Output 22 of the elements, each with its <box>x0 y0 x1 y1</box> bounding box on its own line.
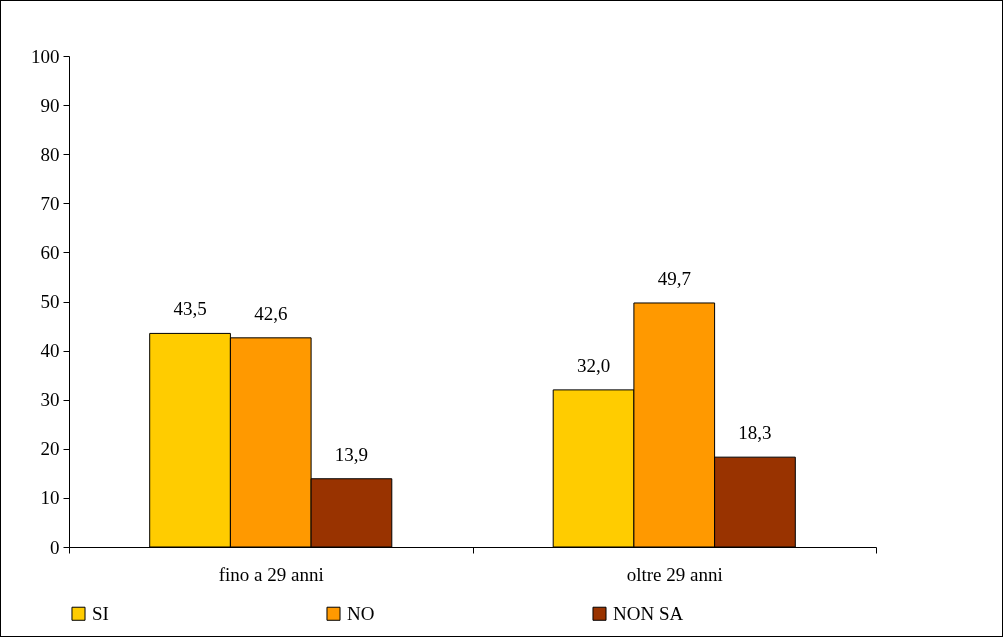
y-tick-label: 100 <box>31 45 60 67</box>
y-tick-label: 0 <box>50 536 60 558</box>
data-label: 43,5 <box>173 298 207 320</box>
legend-label: NON SA <box>613 602 684 624</box>
y-tick-label: 50 <box>40 291 60 312</box>
y-tick-label: 20 <box>40 438 60 460</box>
x-tick-label: fino a 29 anni <box>218 563 324 585</box>
data-label: 49,7 <box>657 267 691 289</box>
y-tick-label: 30 <box>40 389 60 411</box>
legend-label: SI <box>92 602 109 624</box>
data-label: 32,0 <box>576 354 611 376</box>
x-tick-label: oltre 29 anni <box>626 563 723 585</box>
y-tick-label: 80 <box>40 143 60 165</box>
y-tick-label: 10 <box>40 487 60 509</box>
legend-label: NO <box>347 602 375 624</box>
data-label: 18,3 <box>738 422 772 444</box>
y-tick-label: 90 <box>40 94 60 116</box>
data-label: 42,6 <box>254 302 288 324</box>
y-tick-label: 40 <box>40 340 60 362</box>
data-label: 13,9 <box>334 443 369 465</box>
y-tick-label: 60 <box>40 241 60 263</box>
y-tick-label: 70 <box>40 192 60 214</box>
